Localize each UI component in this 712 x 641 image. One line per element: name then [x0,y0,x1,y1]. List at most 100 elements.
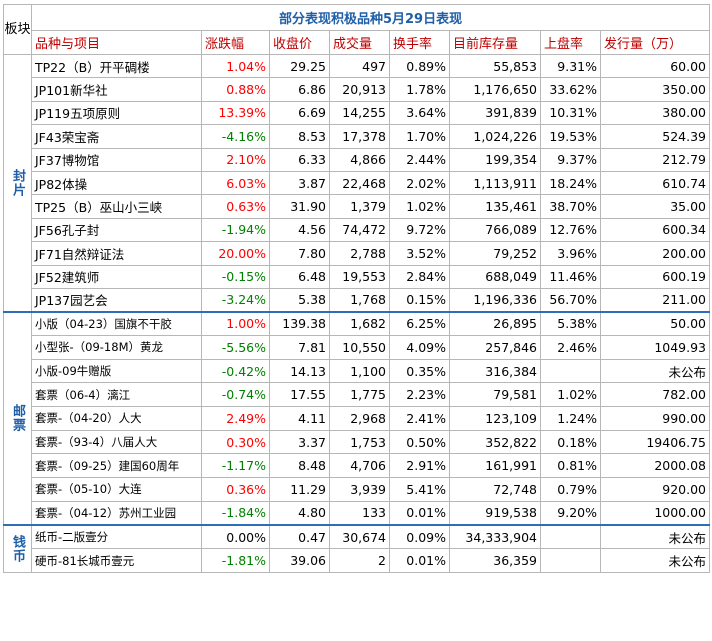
issue-volume: 50.00 [599,310,711,336]
listing-rate: 0.79% [540,477,601,502]
listing-rate: 18.24% [540,170,601,196]
table-row: JP137园艺会 -3.24% 5.38 1,768 0.15% 1,196,336 56.… [4,287,711,313]
close-price: 6.69 [269,100,330,126]
issue-volume: 600.34 [599,217,711,243]
item-name: JP119五项原则 [31,100,202,126]
col-header-name: 品种与项目 [31,30,202,55]
corner-header: 板块 [3,4,32,55]
table-row: TP25（B）巫山小三峡 0.63% 31.90 1,379 1.02% 135,461 3… [4,194,711,219]
listing-rate [540,548,601,573]
turnover-rate: 2.02% [389,170,450,196]
change-pct: 6.03% [201,170,270,196]
listing-rate: 11.46% [540,264,601,289]
item-name: 套票-（05-10）大连 [31,477,202,502]
volume: 133 [329,500,390,526]
turnover-rate: 2.23% [389,382,450,408]
issue-volume: 35.00 [599,194,711,219]
change-pct: 0.00% [201,523,270,550]
close-price: 8.48 [269,453,330,479]
change-pct: 2.10% [201,147,270,172]
turnover-rate: 1.78% [389,77,450,102]
item-name: JF56孔子封 [31,217,202,243]
table-row: 邮票 小版（04-23）国旗不干胶 1.00% 139.38 1,682 6.25% 26,… [3,310,711,526]
listing-rate: 0.18% [540,429,601,455]
close-price: 31.90 [269,194,330,219]
table-row: JF52建筑师 -0.15% 6.48 19,553 2.84% 688,049 11.46… [4,264,711,289]
inventory: 1,024,226 [449,124,541,149]
close-price: 14.13 [269,358,330,384]
close-price: 6.86 [269,77,330,102]
turnover-rate: 2.84% [389,264,450,289]
change-pct: -1.94% [201,217,270,243]
volume: 1,775 [329,382,390,408]
issue-volume: 19406.75 [599,429,711,455]
listing-rate [540,358,601,384]
close-price: 8.53 [269,124,330,149]
issue-volume: 920.00 [599,477,711,502]
col-header-volume: 成交量 [329,30,390,55]
volume: 10,550 [329,334,390,360]
table-title: 部分表现积极品种5月29日表现 [30,4,711,31]
inventory: 766,089 [449,217,541,243]
close-price: 5.38 [269,287,330,313]
item-name: 小版（04-23）国旗不干胶 [31,310,202,336]
volume: 4,706 [329,453,390,479]
change-pct: -0.42% [201,358,270,384]
change-pct: 0.36% [201,477,270,502]
inventory: 36,359 [449,548,541,573]
table-row: 套票-（93-4）八届人大 0.30% 3.37 1,753 0.50% 352,822 0… [4,429,711,455]
listing-rate: 2.46% [540,334,601,360]
market-table: 板块 部分表现积极品种5月29日表现 品种与项目 涨跌幅 收盘价 成交量 换手率 目前库存… [3,4,711,573]
change-pct: -1.81% [201,548,270,573]
section-label-stamps: 邮票 [3,310,32,526]
inventory: 26,895 [449,310,541,336]
section-label-covers: 封片 [3,53,32,313]
item-name: TP25（B）巫山小三峡 [31,194,202,219]
volume: 497 [329,53,390,79]
table-row: 套票（06-4）漓江 -0.74% 17.55 1,775 2.23% 79,581 1.0… [4,382,711,408]
turnover-rate: 2.44% [389,147,450,172]
close-price: 3.87 [269,170,330,196]
listing-rate: 19.53% [540,124,601,149]
item-name: 小版-09牛赠版 [31,358,202,384]
issue-volume: 1049.93 [599,334,711,360]
close-price: 3.37 [269,429,330,455]
change-pct: 13.39% [201,100,270,126]
turnover-rate: 1.02% [389,194,450,219]
item-name: 套票-（09-25）建国60周年 [31,453,202,479]
turnover-rate: 2.91% [389,453,450,479]
listing-rate [540,523,601,550]
col-header-close: 收盘价 [269,30,330,55]
volume: 30,674 [329,523,390,550]
inventory: 257,846 [449,334,541,360]
issue-volume: 200.00 [599,241,711,266]
item-name: JP101新华社 [31,77,202,102]
listing-rate: 9.37% [540,147,601,172]
change-pct: 1.04% [201,53,270,79]
close-price: 4.56 [269,217,330,243]
volume: 1,753 [329,429,390,455]
close-price: 11.29 [269,477,330,502]
turnover-rate: 0.01% [389,548,450,573]
inventory: 199,354 [449,147,541,172]
change-pct: -3.24% [201,287,270,313]
item-name: 套票-（04-12）苏州工业园 [31,500,202,526]
listing-rate: 3.96% [540,241,601,266]
item-name: JP82体操 [31,170,202,196]
listing-rate: 12.76% [540,217,601,243]
issue-volume: 610.74 [599,170,711,196]
section-label-coins: 钱币 [3,523,32,573]
volume: 4,866 [329,147,390,172]
inventory: 79,252 [449,241,541,266]
col-header-inventory: 目前库存量 [449,30,541,55]
inventory: 55,853 [449,53,541,79]
turnover-rate: 0.50% [389,429,450,455]
volume: 20,913 [329,77,390,102]
item-name: JF37博物馆 [31,147,202,172]
table-row: 小型张-（09-18M）黄龙 -5.56% 7.81 10,550 4.09% 257,8… [4,334,711,360]
item-name: JF43荣宝斋 [31,124,202,149]
item-name: JF71自然辩证法 [31,241,202,266]
volume: 14,255 [329,100,390,126]
close-price: 0.47 [269,523,330,550]
table-row: JP101新华社 0.88% 6.86 20,913 1.78% 1,176,650 33.… [4,77,711,102]
